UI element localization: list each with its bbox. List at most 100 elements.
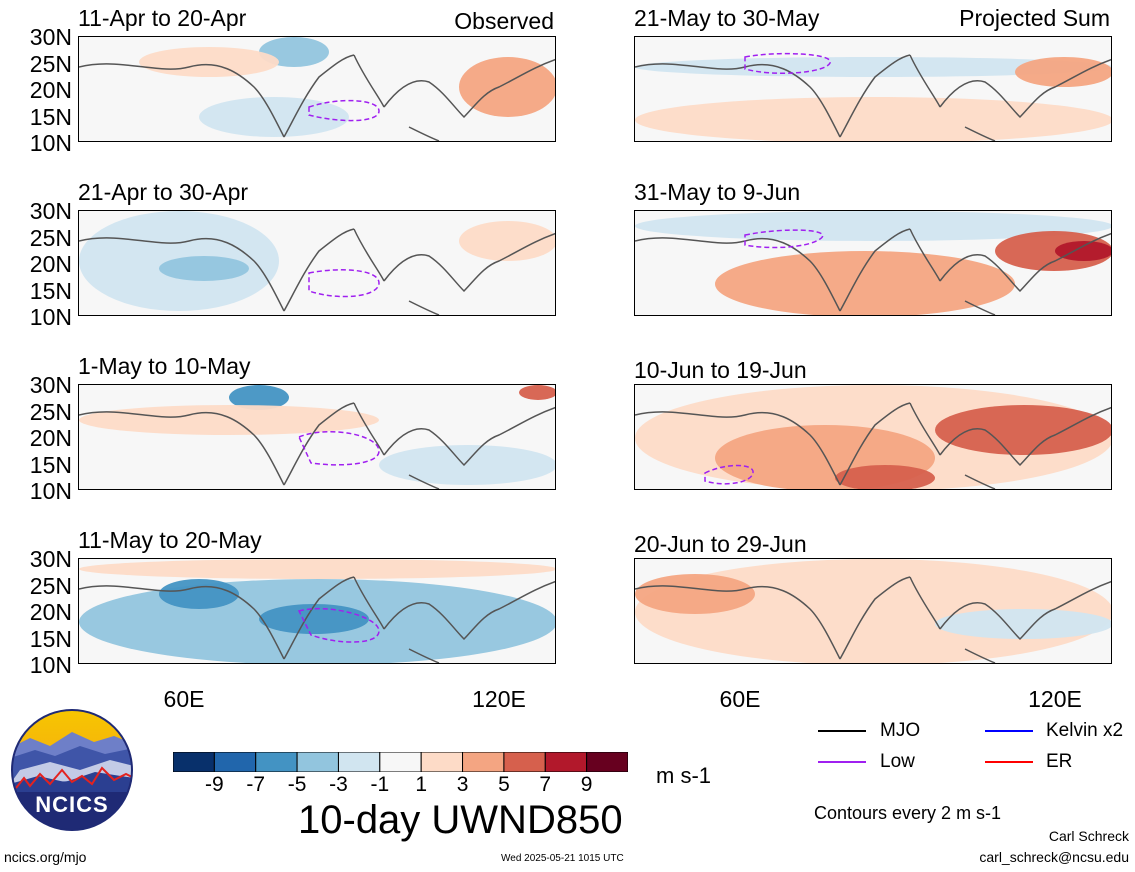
site-url[interactable]: ncics.org/mjo [4, 849, 87, 865]
legend-swatch-kelvin [985, 730, 1033, 732]
anomaly-shading [459, 221, 555, 261]
panel-title: 11-Apr to 20-Apr [78, 5, 247, 31]
projected-label: Projected Sum [959, 5, 1110, 31]
y-tick-label: 10N [29, 304, 72, 330]
colorbar-bin [379, 751, 422, 773]
colorbar-bin [462, 751, 505, 773]
colorbar-tick-label: -1 [370, 773, 390, 796]
coastline [635, 228, 1111, 315]
timestamp: Wed 2025-05-21 1015 UTC [501, 853, 624, 864]
colorbar-tick-label: -7 [246, 773, 266, 796]
anomaly-shading [635, 574, 755, 614]
y-tick-label: 25N [29, 50, 72, 77]
panel-title: 31-May to 9-Jun [634, 179, 801, 205]
observed-label: Observed [454, 8, 554, 34]
colorbar-bin [213, 751, 257, 773]
legend-swatch-er [985, 761, 1033, 763]
coastline [79, 576, 555, 663]
logo-text: NCICS [35, 792, 109, 817]
y-tick-label: 20N [29, 251, 72, 277]
anomaly-shading [379, 445, 555, 485]
colorbar-tick-label: 3 [456, 773, 469, 796]
map-panel [78, 384, 556, 490]
y-tick-label: 30N [29, 24, 72, 50]
x-tick-label: 60E [719, 686, 761, 712]
map-panel [634, 210, 1112, 316]
anomaly-shading [935, 609, 1111, 639]
anomaly-shading [1015, 57, 1111, 87]
low-contour [744, 52, 831, 74]
colorbar-tick-label: -3 [329, 773, 348, 796]
coastline [79, 54, 555, 141]
coastline [635, 402, 1111, 489]
colorbar-bin [337, 751, 381, 773]
coastline [79, 228, 555, 315]
low-contour [308, 269, 380, 298]
contour-note: Contours every 2 m s-1 [814, 803, 1002, 823]
colorbar-tick-label: 9 [580, 773, 593, 796]
colorbar-bin [172, 751, 215, 773]
coastline [79, 402, 555, 489]
map-panel [78, 36, 556, 142]
legend-label: ER [1046, 751, 1073, 772]
colorbar [172, 751, 629, 777]
panel-title: 11-May to 20-May [78, 527, 262, 553]
coastline [635, 54, 1111, 141]
colorbar-tick-label: -5 [287, 773, 307, 796]
map-panel [78, 558, 556, 664]
low-contour [297, 430, 380, 466]
legend-swatch-mjo [818, 730, 866, 732]
low-contour [308, 99, 380, 122]
colorbar-bin [586, 751, 629, 773]
anomaly-shading [635, 97, 1111, 141]
anomaly-shading [79, 405, 379, 435]
panel-title: 10-Jun to 19-Jun [634, 357, 807, 383]
legend-label: Low [880, 751, 915, 772]
anomaly-shading [229, 385, 289, 410]
anomaly-shading [79, 559, 555, 579]
colorbar-bin [296, 751, 339, 773]
y-tick-label: 10N [29, 478, 72, 504]
colorbar-bin [420, 751, 464, 773]
low-contour [297, 607, 380, 643]
colorbar-bin [503, 751, 546, 773]
colorbar-tick-label: 7 [539, 773, 552, 796]
low-contour [704, 464, 754, 485]
legend-label: MJO [880, 720, 921, 741]
anomaly-shading [139, 47, 279, 77]
author-email[interactable]: carl_schreck@ncsu.edu [979, 849, 1129, 865]
ncics-logo: NCICS [10, 708, 134, 832]
anomaly-shading [995, 231, 1111, 271]
y-tick-label: 15N [29, 625, 72, 652]
y-tick-label: 20N [29, 77, 72, 103]
anomaly-shading [259, 604, 369, 634]
anomaly-shading [159, 579, 239, 609]
y-tick-label: 25N [29, 572, 72, 599]
y-tick-label: 30N [29, 372, 72, 398]
colorbar-bin [255, 751, 298, 773]
map-panel [634, 384, 1112, 490]
y-tick-label: 20N [29, 599, 72, 625]
panel-title: 20-Jun to 29-Jun [634, 531, 807, 557]
anomaly-shading [159, 256, 249, 281]
x-tick-label: 60E [163, 686, 205, 712]
panel-title: 21-Apr to 30-Apr [78, 179, 249, 205]
y-tick-label: 10N [29, 652, 72, 678]
anomaly-shading [835, 465, 935, 489]
low-contour [744, 229, 824, 249]
coastline [635, 576, 1111, 663]
anomaly-shading [1055, 241, 1111, 261]
x-tick-label: 120E [1028, 686, 1082, 712]
y-tick-label: 15N [29, 451, 72, 478]
legend-label: Kelvin x2 [1046, 720, 1124, 741]
colorbar-tick-label: -9 [205, 773, 224, 796]
legend-swatch-low [818, 761, 866, 763]
y-tick-label: 10N [29, 130, 72, 156]
y-tick-label: 25N [29, 224, 72, 251]
anomaly-shading [519, 385, 555, 400]
anomaly-shading [935, 405, 1111, 455]
colorbar-tick-label: 5 [498, 773, 510, 796]
y-tick-label: 30N [29, 546, 72, 572]
map-panel [634, 36, 1112, 142]
author: Carl Schreck [1048, 828, 1129, 844]
